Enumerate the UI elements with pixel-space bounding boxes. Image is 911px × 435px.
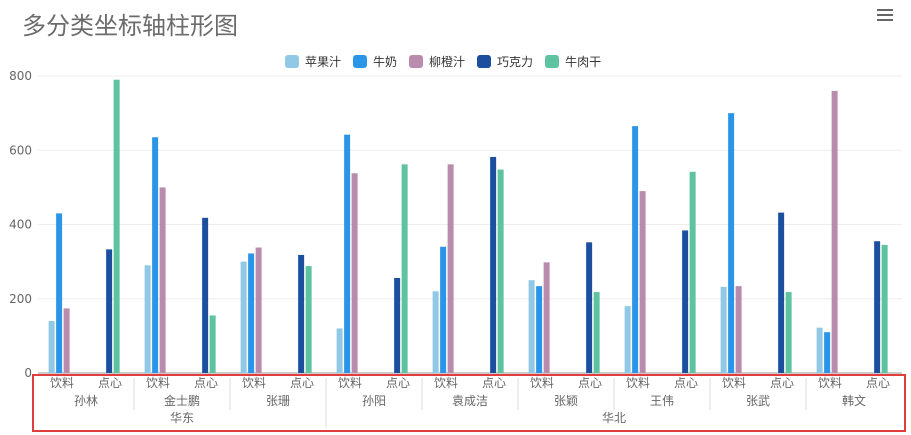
bar: [305, 266, 312, 373]
bar: [816, 327, 823, 373]
bar: [497, 169, 504, 373]
bar: [344, 134, 351, 373]
bar: [735, 286, 742, 373]
bar: [778, 212, 785, 373]
bar: [240, 261, 247, 373]
x-region-label: 华东: [170, 411, 194, 425]
x-person-label: 张颖: [554, 394, 578, 408]
bar: [152, 137, 159, 373]
x-subcategory-label: 点心: [770, 376, 794, 390]
bar: [159, 187, 166, 373]
bar: [586, 242, 593, 373]
x-subcategory-label: 点心: [578, 376, 602, 390]
bar: [202, 217, 209, 373]
legend-swatch: [545, 54, 560, 68]
bar: [881, 244, 888, 373]
y-tick-label: 600: [9, 143, 32, 157]
bar: [490, 156, 497, 373]
y-tick-label: 800: [9, 69, 32, 83]
legend-label: 巧克力: [497, 54, 534, 69]
bar: [682, 230, 689, 373]
legend-swatch: [353, 54, 368, 68]
y-tick-label: 400: [9, 218, 32, 232]
legend-item[interactable]: 牛肉干: [545, 53, 601, 70]
legend-swatch: [409, 54, 424, 68]
legend: 苹果汁 牛奶 柳橙汁 巧克力 牛肉干: [285, 52, 613, 70]
bar: [824, 332, 831, 373]
x-subcategory-label: 饮料: [722, 376, 746, 390]
x-subcategory-label: 饮料: [338, 376, 362, 390]
x-person-label: 金士鹏: [164, 393, 200, 408]
y-tick-label: 0: [24, 366, 32, 380]
x-subcategory-label: 饮料: [50, 376, 74, 390]
legend-swatch: [477, 54, 492, 68]
bar: [528, 280, 535, 373]
bar: [298, 254, 305, 373]
legend-item[interactable]: 苹果汁: [285, 53, 341, 70]
bar: [351, 173, 358, 373]
x-person-label: 张武: [746, 394, 770, 408]
bar: [720, 286, 727, 373]
x-person-label: 韩文: [842, 393, 866, 408]
x-subcategory-label: 点心: [386, 376, 410, 390]
bar: [593, 292, 600, 373]
y-tick-label: 200: [9, 292, 32, 306]
bar: [624, 306, 631, 373]
bar: [106, 249, 113, 373]
bar: [440, 246, 447, 373]
x-subcategory-label: 点心: [98, 376, 122, 390]
bar: [874, 241, 881, 373]
x-region-label: 华北: [602, 411, 626, 425]
bar: [144, 265, 151, 373]
x-person-label: 孙阳: [362, 394, 386, 408]
bar: [248, 253, 255, 373]
bar: [113, 79, 120, 374]
x-subcategory-label: 饮料: [530, 376, 554, 390]
bar: [63, 308, 70, 373]
x-person-label: 张珊: [266, 394, 290, 408]
legend-label: 牛肉干: [565, 54, 602, 69]
bar: [728, 113, 735, 373]
x-subcategory-label: 点心: [674, 376, 698, 390]
bar: [543, 262, 550, 373]
bar: [639, 191, 646, 373]
bar: [632, 126, 639, 374]
x-subcategory-label: 点心: [194, 376, 218, 390]
bar: [831, 90, 838, 373]
legend-item[interactable]: 柳橙汁: [409, 53, 465, 70]
legend-item[interactable]: 牛奶: [353, 53, 397, 70]
x-subcategory-label: 饮料: [818, 376, 842, 390]
bar: [255, 247, 262, 373]
x-person-label: 王伟: [650, 394, 674, 408]
x-person-label: 袁成洁: [452, 394, 488, 408]
bar: [56, 213, 63, 373]
x-subcategory-label: 点心: [482, 376, 506, 390]
x-subcategory-label: 饮料: [146, 376, 170, 390]
bar: [401, 164, 408, 373]
hamburger-menu-icon[interactable]: [872, 5, 898, 25]
bar: [48, 321, 55, 373]
x-subcategory-label: 点心: [290, 376, 314, 390]
legend-label: 牛奶: [373, 54, 398, 69]
chart-title: 多分类坐标轴柱形图: [22, 12, 238, 40]
bar: [336, 328, 343, 373]
bar: [536, 286, 543, 373]
legend-label: 苹果汁: [305, 54, 342, 69]
x-person-label: 孙林: [74, 394, 98, 408]
bar: [432, 291, 439, 373]
bar: [209, 315, 216, 373]
bar: [394, 277, 401, 373]
legend-label: 柳橙汁: [429, 54, 466, 69]
x-subcategory-label: 饮料: [626, 376, 650, 390]
bar: [785, 292, 792, 373]
bar: [689, 171, 696, 373]
legend-item[interactable]: 巧克力: [477, 53, 533, 70]
x-subcategory-label: 饮料: [242, 376, 266, 390]
x-subcategory-label: 饮料: [434, 376, 458, 390]
legend-swatch: [285, 54, 299, 68]
x-subcategory-label: 点心: [866, 376, 890, 390]
bar: [447, 164, 454, 373]
